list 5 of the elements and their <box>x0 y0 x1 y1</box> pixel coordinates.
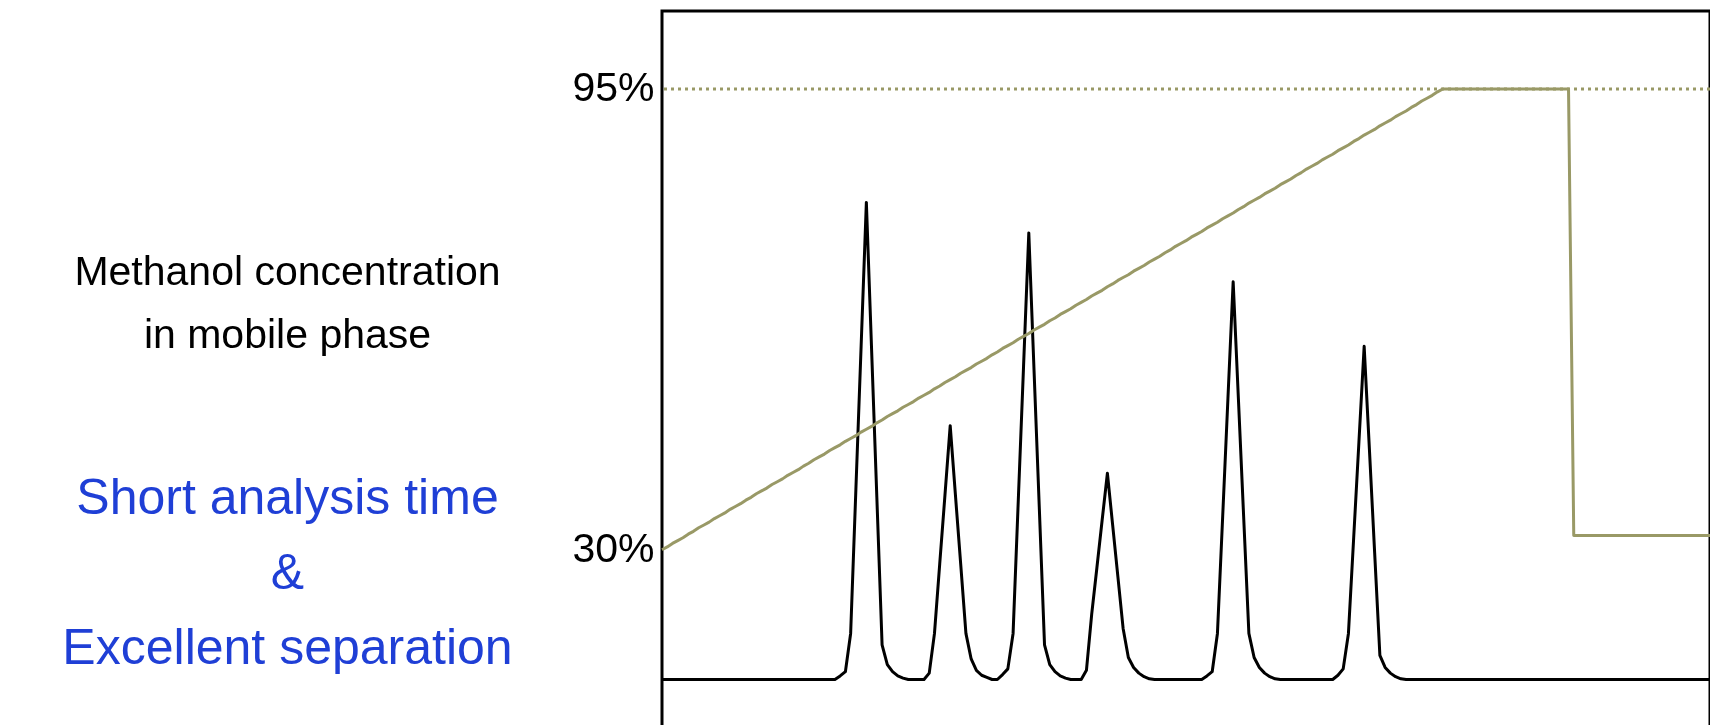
y-axis-title: Methanol concentration in mobile phase <box>73 247 502 359</box>
text: Short analysis time & Excellent separation <box>62 469 513 675</box>
line-series <box>660 87 1710 552</box>
y-tick-label: 95% <box>572 64 655 111</box>
y-tick-label: 30% <box>572 525 655 572</box>
